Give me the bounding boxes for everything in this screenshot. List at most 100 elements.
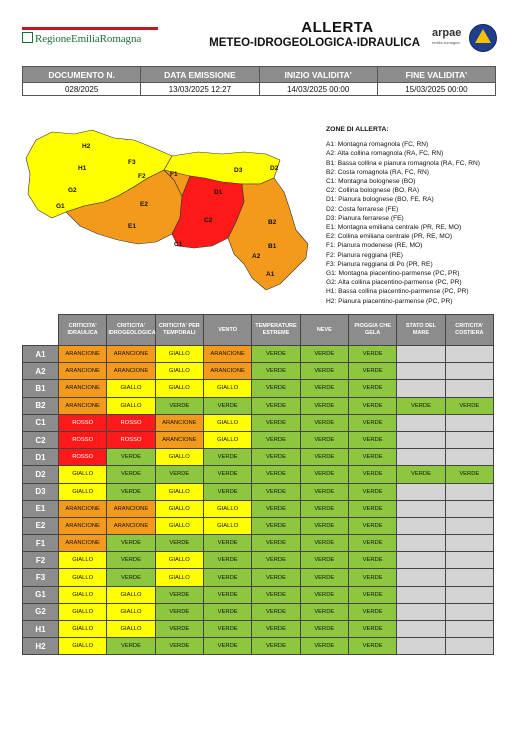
legend-item-e2: E2: Collina emiliana centrale (PR, RE, M… [326,233,453,241]
title-sub: METEO-IDROGEOLOGICA-IDRAULICA [209,37,420,49]
empty-cell [444,534,495,553]
map-label-b1: B1 [268,243,277,250]
alert-level-cell: VERDE [202,551,253,570]
alert-level-cell: VERDE [154,602,204,622]
empty-cell [444,413,495,432]
regione-logo: RegioneEmiliaRomagna [22,27,158,49]
document-title: ALLERTA METEO-IDROGEOLOGICA-IDRAULICA [200,20,420,50]
empty-cell [444,516,495,536]
info-header-fine: FINE VALIDITA' [376,66,497,83]
empty-cell [396,516,446,536]
alert-level-cell: VERDE [154,619,204,639]
alert-level-cell: VERDE [251,482,301,501]
alert-level-cell: GIALLO [57,568,108,587]
alert-level-cell: ARANCIONE [202,362,253,381]
alert-row-f1: F1 ARANCIONE VERDE VERDE VERDE VERDE VERDE VERD… [22,534,495,553]
map-label-f1: F1 [170,171,178,178]
map-label-e2: E2 [140,201,148,208]
info-value-inizio: 14/03/2025 00:00 [258,82,378,96]
info-value-fine: 15/03/2025 00:00 [376,82,497,96]
alert-level-cell: VERDE [202,619,253,639]
empty-cell [396,362,446,381]
alert-level-cell: VERDE [299,637,349,656]
alert-level-cell: VERDE [299,379,349,398]
empty-cell [396,534,446,553]
alert-level-cell: GIALLO [154,344,204,364]
alert-row-c2: C2 ROSSO ROSSO ARANCIONE GIALLO VERDE VERDE VER… [22,430,495,450]
alert-level-cell: ARANCIONE [57,516,108,536]
zone-label: F2 [22,551,59,570]
alert-level-cell: ARANCIONE [106,362,156,381]
alert-level-cell: VERDE [251,465,301,484]
column-header-temperature: TEMPERATURE ESTREME [251,314,301,346]
alert-level-cell: VERDE [154,534,204,553]
alert-level-cell: VERDE [202,585,253,604]
alert-level-cell: VERDE [251,637,301,656]
info-header-row: DOCUMENTO N. DATA EMISSIONE INIZIO VALID… [21,66,497,83]
alert-level-cell: VERDE [251,344,301,364]
empty-cell [444,430,495,450]
map-label-b2: B2 [268,219,277,226]
alert-level-cell: ARANCIONE [154,430,204,450]
legend-item-e1: E1: Montagna emiliana centrale (PR, RE, … [326,224,462,232]
alert-level-cell: ROSSO [57,430,108,450]
alert-level-cell: VERDE [444,465,495,484]
legend-item-h1: H1: Bassa collina piacentino-parmense (P… [326,288,469,296]
legend-item-d2: D2: Costa ferrarese (FE) [326,205,399,213]
alert-level-cell: VERDE [251,602,301,622]
empty-cell [396,499,446,518]
map-label-g2: G2 [68,187,77,194]
alert-level-cell: VERDE [347,344,398,364]
alert-level-cell: GIALLO [202,430,253,450]
alert-row-d1: D1 ROSSO VERDE GIALLO VERDE VERDE VERDE VERDE [22,448,495,467]
map-label-h1: H1 [78,165,87,172]
alert-level-cell: VERDE [299,465,349,484]
legend-item-g1: G1: Montagna piacentino-parmense (PC, PR… [326,270,460,278]
alert-level-cell: ARANCIONE [106,344,156,364]
alert-level-cell: VERDE [347,379,398,398]
alert-row-a1: A1 ARANCIONE ARANCIONE GIALLO ARANCIONE VERDE… [22,344,495,364]
alert-level-cell: VERDE [106,551,156,570]
alert-table-body: A1 ARANCIONE ARANCIONE GIALLO ARANCIONE VERDE… [22,344,495,656]
alert-level-cell: VERDE [202,568,253,587]
alert-level-cell: GIALLO [106,619,156,639]
alert-level-cell: VERDE [347,585,398,604]
alert-level-cell: VERDE [106,568,156,587]
zone-label: E2 [22,516,59,536]
alert-level-cell: VERDE [347,413,398,432]
alert-row-h2: H2 GIALLO VERDE VERDE VERDE VERDE VERDE VERDE [22,637,495,656]
alert-level-cell: VERDE [251,430,301,450]
alert-row-b1: B1 ARANCIONE GIALLO GIALLO GIALLO VERDE VERDE V… [22,379,495,398]
alert-level-cell: VERDE [396,465,446,484]
empty-cell [444,619,495,639]
alert-level-cell: VERDE [106,482,156,501]
alert-level-cell: VERDE [202,465,253,484]
alert-level-cell: VERDE [299,551,349,570]
empty-cell [396,637,446,656]
alert-level-cell: VERDE [251,448,301,467]
alert-level-cell: VERDE [299,482,349,501]
empty-cell [396,619,446,639]
alert-level-cell: VERDE [202,534,253,553]
legend-item-d3: D3: Pianura ferrarese (FE) [326,214,404,222]
alert-level-cell: GIALLO [154,568,204,587]
info-header-emissione: DATA EMISSIONE [140,66,260,83]
alert-level-cell: VERDE [154,585,204,604]
empty-cell [396,344,446,364]
arpae-logo-sub: emilia-romagna [432,40,460,45]
alert-level-cell: VERDE [251,585,301,604]
empty-cell [396,602,446,622]
alert-level-cell: GIALLO [154,551,204,570]
zone-label: H2 [22,637,59,656]
alert-level-cell: GIALLO [202,516,253,536]
alert-level-cell: ROSSO [106,430,156,450]
info-value-emissione: 13/03/2025 12:27 [140,82,260,96]
empty-cell [444,637,495,656]
alert-level-cell: ROSSO [57,413,108,432]
column-header-temporali: CRITICITA' PER TEMPORALI [154,314,204,346]
alert-row-f3: F3 GIALLO VERDE GIALLO VERDE VERDE VERDE VERDE [22,568,495,587]
alert-row-g2: G2 GIALLO GIALLO VERDE VERDE VERDE VERDE VERDE [22,602,495,622]
alert-row-g1: G1 GIALLO GIALLO VERDE VERDE VERDE VERDE VERDE [22,585,495,604]
empty-cell [396,482,446,501]
